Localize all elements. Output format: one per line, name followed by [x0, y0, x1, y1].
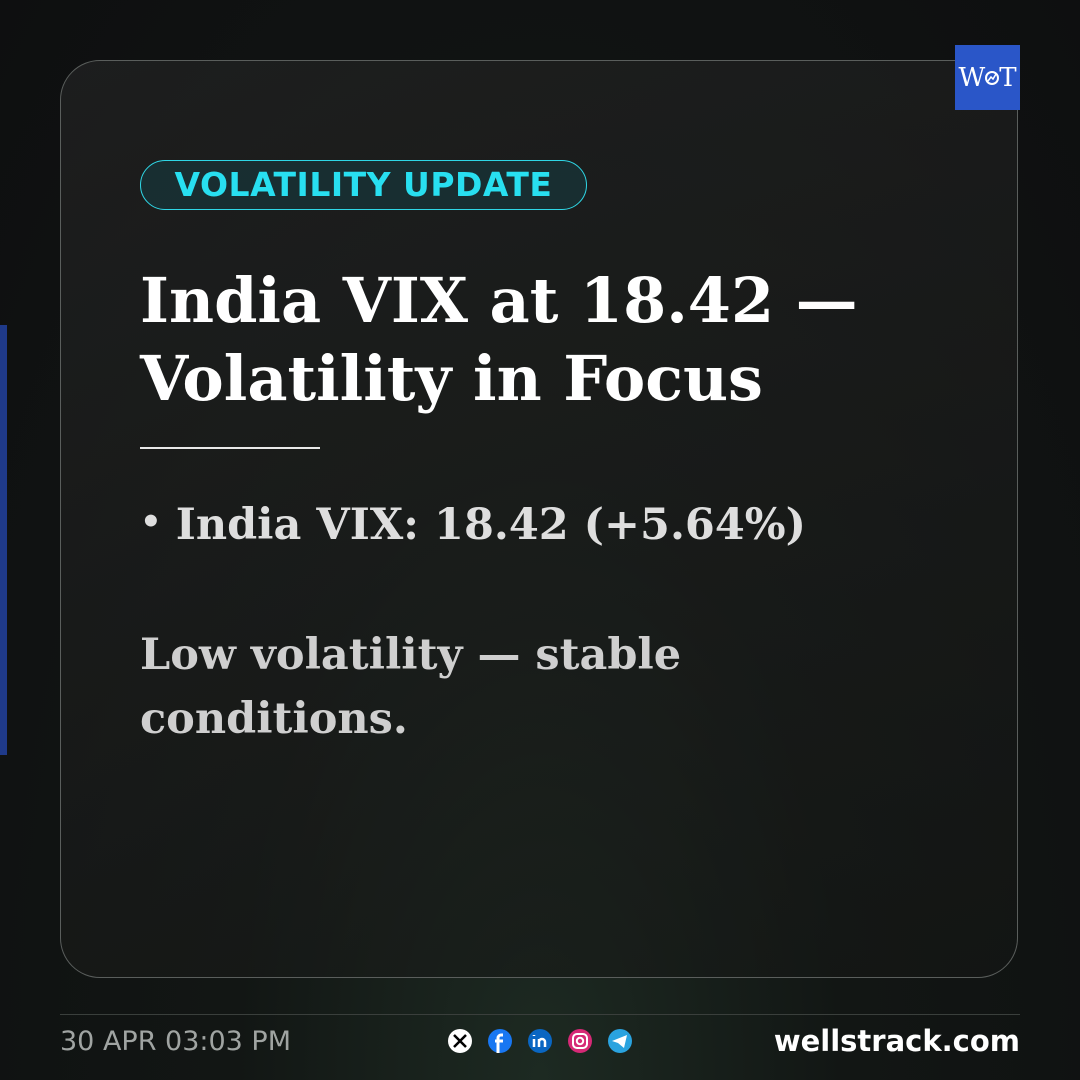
- telegram-icon[interactable]: [608, 1029, 632, 1053]
- social-icons: [448, 1029, 632, 1053]
- footer-divider: [60, 1014, 1020, 1015]
- logo-icon: [985, 70, 1000, 85]
- bullet: India VIX: 18.42 (+5.64%): [140, 500, 806, 550]
- divider: [140, 447, 320, 449]
- logo-right: T: [999, 62, 1017, 93]
- note: Low volatility — stable conditions.: [140, 630, 682, 744]
- logo-left: W: [958, 62, 986, 93]
- timestamp: 30 APR 03:03 PM: [60, 1026, 292, 1057]
- title-line: Volatility in Focus: [140, 342, 763, 415]
- title-line: India VIX at 18.42 —: [140, 264, 858, 337]
- x-icon[interactable]: [448, 1029, 472, 1053]
- badge: VOLATILITY UPDATE: [140, 160, 587, 210]
- side-accent: [0, 325, 7, 755]
- facebook-icon[interactable]: [488, 1029, 512, 1053]
- title: India VIX at 18.42 — Volatility in Focus: [140, 262, 858, 418]
- instagram-icon[interactable]: [568, 1029, 592, 1053]
- website[interactable]: wellstrack.com: [773, 1024, 1020, 1058]
- logo[interactable]: W T: [955, 45, 1020, 110]
- linkedin-icon[interactable]: [528, 1029, 552, 1053]
